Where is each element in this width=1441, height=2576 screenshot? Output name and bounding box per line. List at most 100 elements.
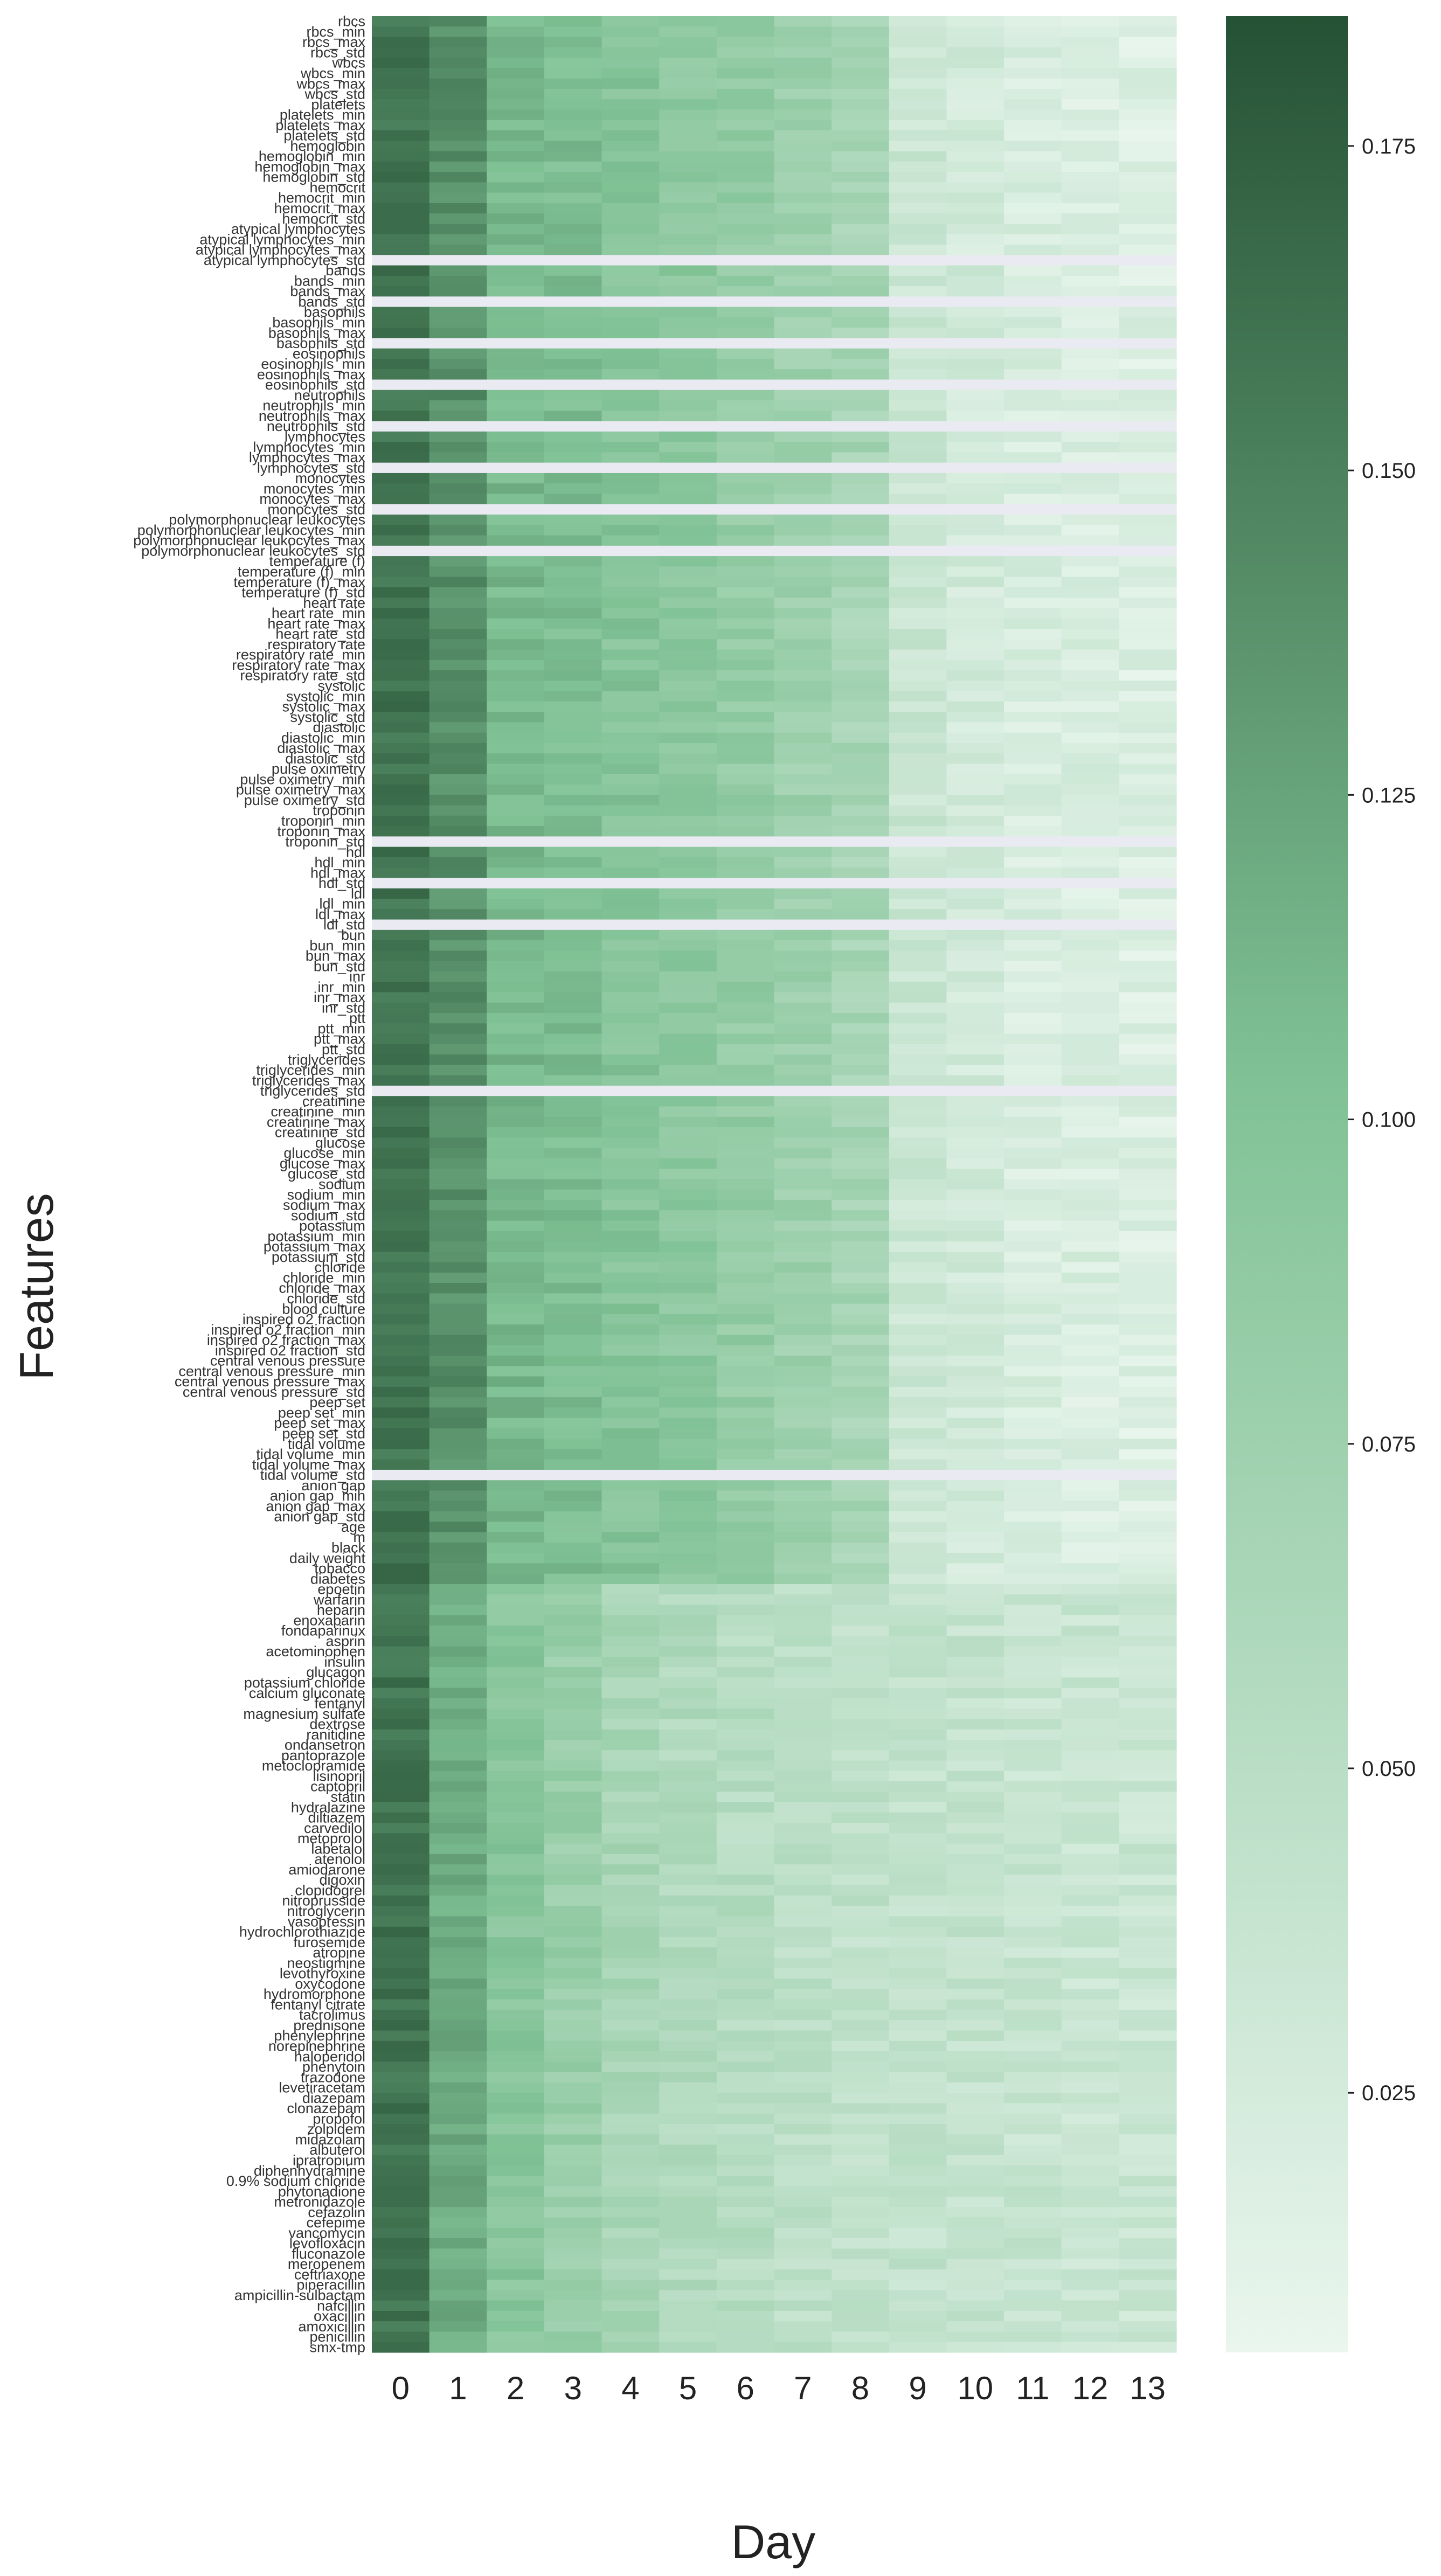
heatmap-cell <box>832 130 890 141</box>
heatmap-cell <box>774 556 832 567</box>
heatmap-cell <box>889 2269 947 2280</box>
heatmap-cell <box>1119 1874 1177 1886</box>
heatmap-cell <box>832 1293 890 1304</box>
heatmap-cell <box>889 1573 947 1585</box>
heatmap-cell <box>659 712 717 723</box>
heatmap-cell <box>774 1522 832 1533</box>
heatmap-cell <box>1004 1833 1062 1844</box>
feature-label: ptt_max <box>314 1031 366 1047</box>
heatmap-cell <box>774 37 832 48</box>
heatmap-cell <box>659 1075 717 1086</box>
day-tick-label: 8 <box>851 2370 869 2406</box>
feature-label: inr_min <box>317 979 365 995</box>
heatmap-cell <box>1061 317 1119 328</box>
heatmap-cell <box>774 1916 832 1927</box>
heatmap-cell <box>1004 1075 1062 1086</box>
heatmap-cell <box>1004 515 1062 525</box>
heatmap-cell <box>601 1002 660 1013</box>
heatmap-cell <box>889 971 947 982</box>
heatmap-cell <box>1119 2186 1177 2197</box>
heatmap-cell <box>946 141 1004 152</box>
heatmap-cell <box>1004 701 1062 712</box>
heatmap-cell <box>544 1688 602 1699</box>
heatmap-cell <box>946 722 1004 733</box>
heatmap-cell <box>487 857 545 868</box>
heatmap-cell <box>1061 390 1119 401</box>
heatmap-cell <box>429 1293 487 1304</box>
heatmap-cell <box>487 1999 545 2010</box>
heatmap-cell <box>487 1573 545 1585</box>
heatmap-cell <box>601 1760 660 1772</box>
heatmap-cell <box>946 1116 1004 1128</box>
heatmap-cell <box>889 2331 947 2343</box>
heatmap-cell <box>544 774 602 785</box>
heatmap-cell <box>372 1978 430 1990</box>
heatmap-cell <box>1004 1646 1062 1657</box>
heatmap-cell <box>544 1853 602 1865</box>
heatmap-cell <box>889 2165 947 2176</box>
heatmap-cell <box>889 1169 947 1179</box>
heatmap-cell <box>601 1137 660 1149</box>
heatmap-cell <box>372 1823 430 1834</box>
heatmap-cell <box>946 639 1004 650</box>
feature-label: epoetin <box>317 1581 365 1598</box>
heatmap-cell <box>372 1750 430 1761</box>
heatmap-cell <box>716 1116 775 1128</box>
heatmap-cell <box>544 1262 602 1273</box>
heatmap-cell <box>1004 348 1062 359</box>
heatmap-cell <box>487 1002 545 1013</box>
heatmap-cell <box>774 120 832 131</box>
heatmap-cell <box>832 1241 890 1252</box>
heatmap-cell <box>659 1615 717 1626</box>
heatmap-cell <box>716 358 775 370</box>
heatmap-cell <box>832 982 890 993</box>
heatmap-cell <box>1061 400 1119 411</box>
heatmap-cell <box>544 1283 602 1294</box>
heatmap-cell <box>832 1688 890 1699</box>
heatmap-cell <box>946 691 1004 702</box>
heatmap-cell <box>774 442 832 453</box>
heatmap-cell <box>487 328 545 338</box>
heatmap-cell <box>1004 681 1062 692</box>
heatmap-cell <box>487 961 545 972</box>
feature-label: hemoglobin <box>290 138 365 154</box>
heatmap-cell <box>372 1573 430 1585</box>
heatmap-cell <box>544 338 602 349</box>
heatmap-cell <box>429 1002 487 1013</box>
heatmap-cell <box>832 265 890 276</box>
feature-label: creatinine_std <box>275 1124 365 1141</box>
heatmap-cell <box>372 1760 430 1772</box>
heatmap-cell <box>716 2176 775 2187</box>
heatmap-cell <box>544 618 602 629</box>
heatmap-cell <box>889 1864 947 1876</box>
heatmap-cell <box>1061 494 1119 505</box>
heatmap-cell <box>1004 1054 1062 1065</box>
heatmap-cell <box>716 1501 775 1512</box>
heatmap-cell <box>429 1916 487 1927</box>
heatmap-cell <box>716 2280 775 2290</box>
heatmap-cell <box>774 2093 832 2104</box>
heatmap-cell <box>1004 1916 1062 1927</box>
heatmap-cell <box>716 442 775 453</box>
heatmap-cell <box>544 1636 602 1647</box>
heatmap-cell <box>1061 2310 1119 2322</box>
heatmap-cell <box>372 940 430 951</box>
heatmap-cell <box>774 846 832 858</box>
heatmap-cell <box>429 691 487 702</box>
heatmap-cell <box>1061 670 1119 681</box>
heatmap-cell <box>1004 1937 1062 1948</box>
heatmap-cell <box>544 462 602 474</box>
heatmap-cell <box>716 1656 775 1668</box>
heatmap-cell <box>659 328 717 338</box>
heatmap-cell <box>716 1137 775 1149</box>
heatmap-cell <box>889 1926 947 1938</box>
heatmap-cell <box>544 2165 602 2176</box>
heatmap-cell <box>1119 141 1177 152</box>
heatmap-cell <box>429 1957 487 1969</box>
heatmap-cell <box>659 1231 717 1242</box>
heatmap-cell <box>889 47 947 58</box>
heatmap-cell <box>544 732 602 744</box>
heatmap-cell <box>774 899 832 909</box>
heatmap-cell <box>372 203 430 214</box>
heatmap-cell <box>601 2269 660 2280</box>
